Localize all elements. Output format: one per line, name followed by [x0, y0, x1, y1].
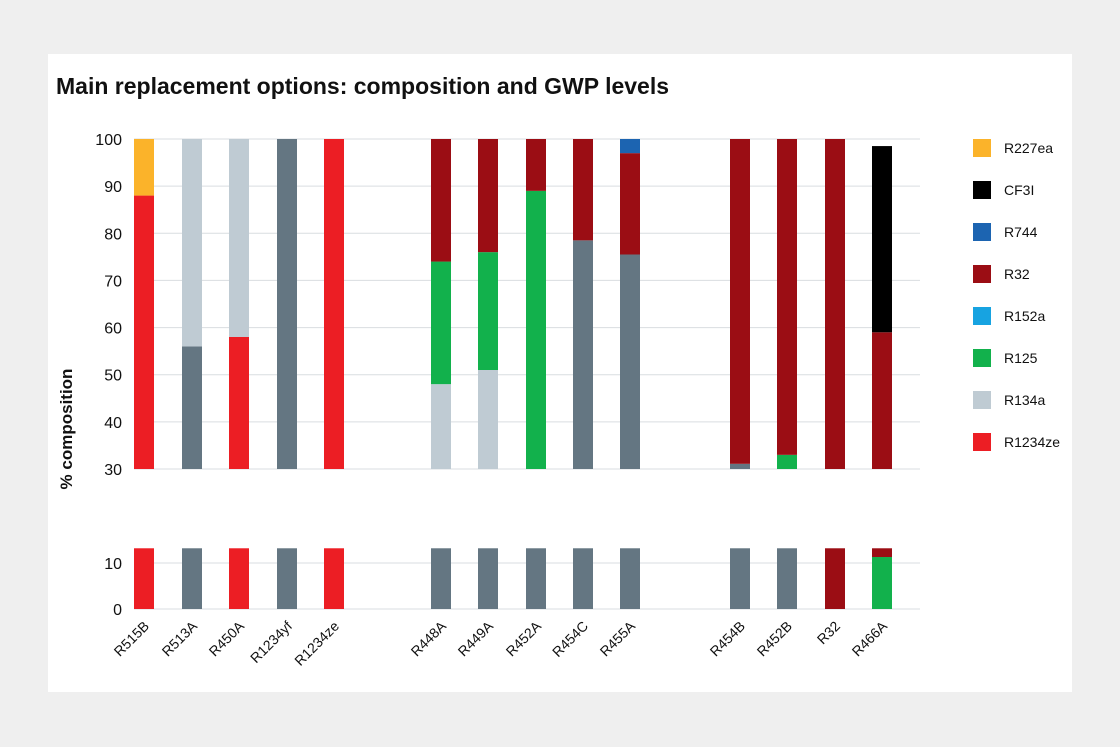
bar-segment-R449A-R125 [478, 252, 498, 370]
y-tick-label: 80 [104, 226, 122, 243]
bar-segment-R450A-R134a [229, 139, 249, 337]
legend-swatch [973, 265, 991, 283]
legend-label: R134a [1004, 392, 1045, 408]
legend: R227ea CF3I R744 R32 R152a R125 R134a R1234ze [973, 139, 1060, 451]
y-tick-label: 70 [104, 273, 122, 290]
chart: Main replacement options: composition an… [56, 73, 1060, 669]
lower-bar-R32 [825, 548, 845, 609]
legend-swatch [973, 307, 991, 325]
lower-bar-R455A [620, 548, 640, 609]
bar-segment-R466A-R32 [872, 332, 892, 469]
x-tick-label: R449A [455, 617, 497, 659]
x-tick-label: R513A [159, 617, 201, 659]
y-tick-label: 100 [95, 132, 122, 149]
bar-segment-R455A-R744 [620, 139, 640, 154]
bar-segment-R454B-R32 [730, 139, 750, 464]
lower-bar-R1234yf [277, 548, 297, 609]
lower-bar-R454B [730, 548, 750, 609]
y-tick-label: 0 [113, 602, 122, 619]
bar-segment-R448A-R32 [431, 139, 451, 262]
bar-segment-R455A-R1234yf [620, 254, 640, 469]
bar-segment-R448A-R134a [431, 384, 451, 469]
lower-bar-R515B [134, 548, 154, 609]
x-tick-label: R455A [597, 617, 639, 659]
bar-segment-R452B-R125 [777, 454, 797, 469]
legend-label: R125 [1004, 350, 1038, 366]
bar-segment-R448A-R125 [431, 261, 451, 385]
legend-label: R1234ze [1004, 434, 1060, 450]
y-tick-label: 90 [104, 179, 122, 196]
lower-bar-R452B [777, 548, 797, 609]
legend-label: R152a [1004, 308, 1045, 324]
legend-swatch [973, 223, 991, 241]
lower-bar-R452A [526, 548, 546, 609]
x-tick-label: R1234ze [291, 618, 342, 669]
bar-segment-R452A-R125 [526, 190, 546, 469]
bar-segment-R515B-R1234ze [134, 195, 154, 470]
bar-segment-R513A-R1234yf [182, 346, 202, 469]
y-tick-label: 10 [104, 556, 122, 573]
bar-segment-R450A-R1234ze [229, 337, 249, 469]
bar-segment-R454B-R1234yf [730, 463, 750, 469]
legend-label: R744 [1004, 224, 1038, 240]
y-axis-label: % composition [57, 369, 76, 490]
x-tick-label: R452B [754, 618, 796, 660]
x-tick-label: R448A [408, 617, 450, 659]
lower-bar-R450A [229, 548, 249, 609]
legend-label: R227ea [1004, 140, 1053, 156]
bar-segment-R1234ze-R1234ze [324, 139, 344, 469]
bar-segment-R455A-R32 [620, 153, 640, 255]
x-tick-label: R466A [849, 617, 891, 659]
x-tick-label: R450A [206, 617, 248, 659]
y-tick-label: 30 [104, 462, 122, 479]
x-tick-label: R454B [707, 618, 749, 660]
lower-bar-R513A [182, 548, 202, 609]
legend-swatch [973, 139, 991, 157]
upper-y-ticks: 100 90 80 70 60 50 40 30 [95, 132, 122, 479]
lower-bar-R466A-R125 [872, 557, 892, 609]
chart-title: Main replacement options: composition an… [56, 73, 669, 99]
bar-segment-R466A-CF3I [872, 146, 892, 333]
lower-y-ticks: 10 0 [104, 556, 122, 619]
y-tick-label: 40 [104, 415, 122, 432]
chart-card: Main replacement options: composition an… [48, 54, 1072, 692]
bar-segment-R452B-R32 [777, 139, 797, 455]
y-tick-label: 60 [104, 321, 122, 338]
lower-bar-R449A [478, 548, 498, 609]
bar-segment-R454C-R32 [573, 139, 593, 241]
y-tick-label: 50 [104, 368, 122, 385]
legend-swatch [973, 391, 991, 409]
lower-bar-R448A [431, 548, 451, 609]
x-tick-label: R454C [549, 618, 591, 660]
lower-bar-R466A-R32 [872, 548, 892, 558]
upper-bars [134, 139, 892, 470]
x-tick-label: R32 [814, 618, 844, 648]
x-tick-label: R452A [503, 617, 545, 659]
lower-bar-R1234ze [324, 548, 344, 609]
legend-label: R32 [1004, 266, 1030, 282]
legend-swatch [973, 349, 991, 367]
bar-segment-R449A-R134a [478, 370, 498, 469]
bar-segment-R515B-R227ea [134, 139, 154, 196]
bar-segment-R32-R32 [825, 139, 845, 469]
x-tick-label: R1234yf [247, 618, 295, 666]
legend-swatch [973, 181, 991, 199]
x-tick-label: R515B [111, 618, 153, 660]
lower-bars [134, 548, 892, 609]
bar-segment-R452A-R32 [526, 139, 546, 191]
legend-swatch [973, 433, 991, 451]
legend-label: CF3I [1004, 182, 1034, 198]
bar-segment-R449A-R32 [478, 139, 498, 253]
bar-segment-R454C-R1234yf [573, 240, 593, 469]
lower-bar-R454C [573, 548, 593, 609]
bar-segment-R1234yf-R1234yf [277, 139, 297, 469]
bar-segment-R513A-R134a [182, 139, 202, 347]
